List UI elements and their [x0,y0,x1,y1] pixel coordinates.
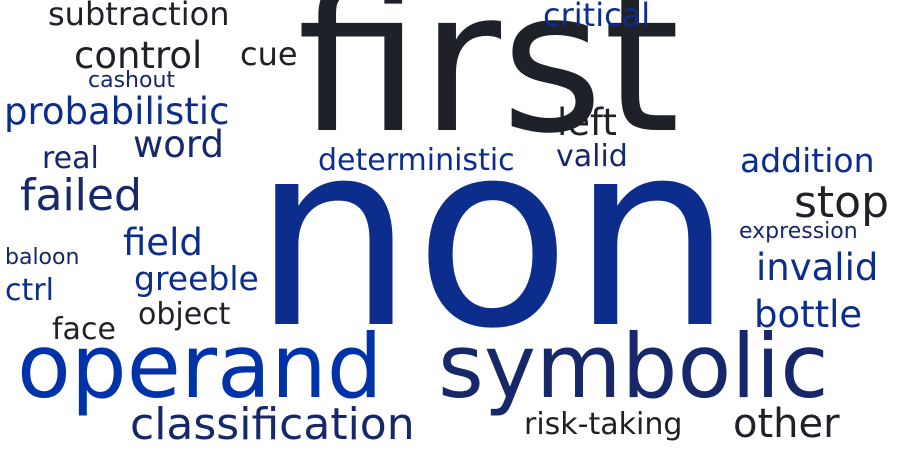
word-deterministic: deterministic [318,143,515,178]
word-failed: failed [20,170,142,221]
word-classification: classification [130,399,415,450]
word-stop: stop [794,177,890,228]
word-first: first [297,0,681,177]
word-probabilistic: probabilistic [4,90,230,133]
word-other: other [733,401,840,447]
word-symbolic: symbolic [438,315,829,418]
word-word: word [133,123,224,166]
word-field: field [123,221,203,264]
word-invalid: invalid [756,246,879,289]
word-operand: operand [17,315,383,418]
word-real: real [42,141,99,176]
word-subtraction: subtraction [48,0,230,33]
word-critical: critical [543,0,651,34]
word-ctrl: ctrl [5,273,54,308]
word-left: left [557,101,617,144]
word-greeble: greeble [134,259,259,298]
word-expression: expression [739,219,858,244]
word-baloon: baloon [5,245,80,270]
word-bottle: bottle [754,293,863,336]
word-control: control [74,34,203,77]
word-object: object [138,297,231,332]
word-valid: valid [556,139,628,174]
word-face: face [52,312,116,347]
word-non: non [252,87,734,385]
word-cashout: cashout [88,68,176,93]
word-risk-taking: risk-taking [524,407,683,442]
word-cue: cue [240,35,298,73]
word-addition: addition [740,141,875,180]
